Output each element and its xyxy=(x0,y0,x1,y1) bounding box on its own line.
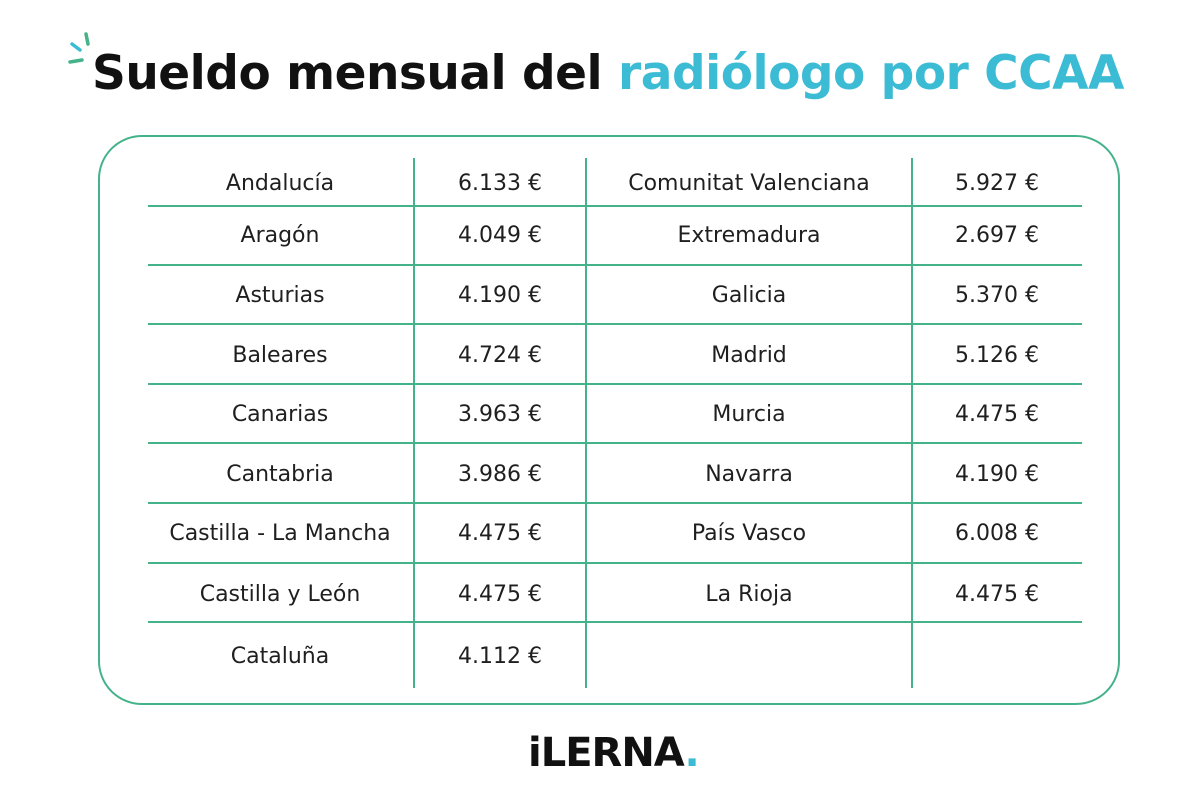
sparkle-icon xyxy=(68,32,90,64)
left-region-cell: Canarias xyxy=(231,402,329,427)
left-region-cell: Castilla - La Mancha xyxy=(169,521,391,546)
right-region-cell: Navarra xyxy=(705,462,793,487)
right-salary-cell: 5.370 € xyxy=(955,283,1039,308)
ilerna-logo: iLERNA. xyxy=(528,730,700,780)
page-title: Sueldo mensual del radiólogo por CCAA xyxy=(92,44,1124,104)
left-region-cell: Cantabria xyxy=(226,462,334,487)
right-region-cell: País Vasco xyxy=(691,521,807,546)
left-salary-cell: 4.049 € xyxy=(458,223,542,248)
left-salary-cell: 4.190 € xyxy=(458,283,542,308)
left-region-cell: Cataluña xyxy=(230,644,330,669)
left-salary-cell: 3.963 € xyxy=(458,402,542,427)
left-salary-cell: 4.475 € xyxy=(458,521,542,546)
right-region-cell: Madrid xyxy=(711,343,787,368)
left-region-cell: Baleares xyxy=(232,343,328,368)
right-salary-cell: 4.190 € xyxy=(955,462,1039,487)
salary-table-card xyxy=(98,135,1120,705)
right-region-cell: Comunitat Valenciana xyxy=(628,171,870,196)
left-region-cell: Aragón xyxy=(240,223,320,248)
title-part-accent: radiólogo por CCAA xyxy=(618,46,1124,101)
left-salary-cell: 4.724 € xyxy=(458,343,542,368)
right-salary-cell: 2.697 € xyxy=(955,223,1039,248)
right-salary-cell: 6.008 € xyxy=(955,521,1039,546)
left-salary-cell: 4.475 € xyxy=(458,582,542,607)
right-region-cell: La Rioja xyxy=(705,582,793,607)
left-salary-cell: 4.112 € xyxy=(458,644,542,669)
left-salary-cell: 3.986 € xyxy=(458,462,542,487)
left-region-cell: Asturias xyxy=(235,283,325,308)
logo-text: iLERNA xyxy=(528,730,685,776)
left-region-cell: Andalucía xyxy=(225,171,335,196)
right-region-cell: Extremadura xyxy=(677,223,821,248)
left-region-cell: Castilla y León xyxy=(199,582,361,607)
right-salary-cell: 4.475 € xyxy=(955,402,1039,427)
title-part-dark: Sueldo mensual del xyxy=(92,46,603,101)
right-region-cell: Galicia xyxy=(711,283,787,308)
right-salary-cell: 5.126 € xyxy=(955,343,1039,368)
right-salary-cell: 4.475 € xyxy=(955,582,1039,607)
left-salary-cell: 6.133 € xyxy=(458,171,542,196)
right-region-cell: Murcia xyxy=(712,402,786,427)
logo-dot: . xyxy=(684,730,700,776)
right-salary-cell: 5.927 € xyxy=(955,171,1039,196)
